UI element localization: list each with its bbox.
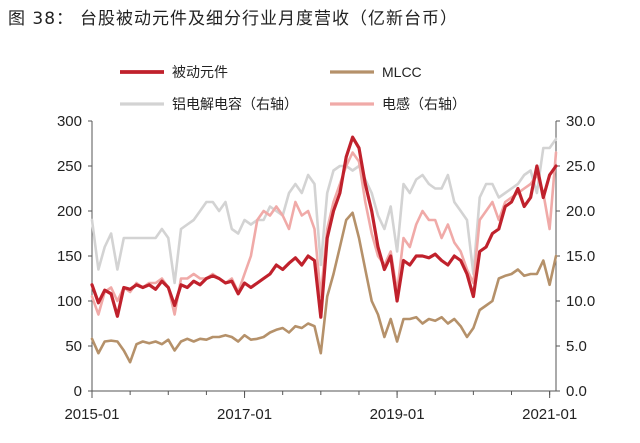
series-line-2 bbox=[90, 211, 558, 364]
x-tick-label: 2019-01 bbox=[370, 406, 425, 423]
y-left-tick-label: 300 bbox=[57, 113, 82, 130]
y-right-tick-label: 10.0 bbox=[566, 293, 595, 310]
y-right-tick-label: 20.0 bbox=[566, 203, 595, 220]
series-line-3 bbox=[90, 137, 558, 285]
y-left-tick-label: 150 bbox=[57, 248, 82, 265]
y-left-tick-label: 100 bbox=[57, 293, 82, 310]
y-right-tick-label: 25.0 bbox=[566, 158, 595, 175]
figure-title: 图 38： 台股被动元件及细分行业月度营收（亿新台币） bbox=[8, 4, 458, 29]
axes: 0 50 100 150 200 250 300 0.0 5.0 10.0 15.0 20.0 25.0… bbox=[57, 113, 595, 423]
legend-label-4: 电感（右轴） bbox=[382, 96, 466, 113]
figure-title-text: 台股被动元件及细分行业月度营收（亿新台币） bbox=[80, 9, 459, 29]
x-tick-label: 2017-01 bbox=[217, 406, 272, 423]
series-layer bbox=[90, 135, 558, 364]
y-left-tick-label: 250 bbox=[57, 158, 82, 175]
x-tick-label: 2021-01 bbox=[522, 406, 577, 423]
y-left-tick-label: 50 bbox=[65, 338, 82, 355]
y-left-tick-label: 200 bbox=[57, 203, 82, 220]
figure-label: 图 38： bbox=[8, 9, 75, 29]
y-right-tick-label: 5.0 bbox=[566, 338, 587, 355]
legend-label-1: 被动元件 bbox=[172, 65, 228, 81]
y-right-tick-label: 30.0 bbox=[566, 113, 595, 130]
series-line-1 bbox=[90, 135, 558, 319]
x-tick-label: 2015-01 bbox=[64, 406, 119, 423]
y-right-tick-label: 0.0 bbox=[566, 383, 587, 400]
y-left-tick-label: 0 bbox=[74, 383, 82, 400]
legend-label-3: 铝电解电容（右轴） bbox=[172, 96, 298, 113]
legend: 被动元件 MLCC 铝电解电容（右轴） 电感（右轴） bbox=[120, 64, 466, 113]
legend-label-2: MLCC bbox=[382, 64, 422, 80]
y-right-tick-label: 15.0 bbox=[566, 248, 595, 265]
